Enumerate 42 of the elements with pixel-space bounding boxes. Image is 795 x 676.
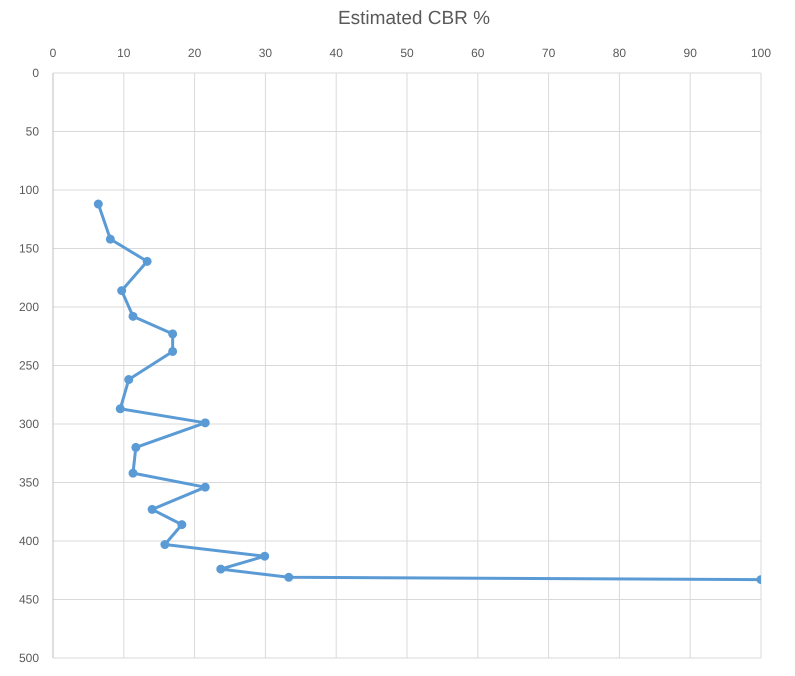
point: [216, 564, 226, 574]
x-tick-label: 70: [542, 46, 556, 60]
x-tick-label: 10: [117, 46, 131, 60]
x-tick-label: 50: [400, 46, 414, 60]
y-tick-label: 0: [32, 66, 40, 80]
point: [128, 312, 138, 321]
x-tick-label: 40: [330, 46, 344, 60]
point: [106, 234, 115, 244]
point: [116, 404, 125, 414]
y-tick-label: 50: [26, 124, 40, 138]
x-tick-label: 20: [188, 46, 202, 60]
y-tick-label: 100: [18, 183, 40, 197]
point: [200, 418, 210, 428]
x-tick-label: 0: [50, 46, 57, 60]
point: [148, 504, 157, 514]
chart-title: Estimated CBR %: [338, 8, 490, 29]
x-tick-label: 60: [471, 46, 485, 60]
x-tick-label: 90: [684, 46, 698, 60]
point: [168, 329, 178, 338]
point: [131, 442, 140, 452]
point: [117, 286, 126, 296]
point: [177, 520, 186, 530]
point: [160, 540, 170, 550]
y-tick-label: 200: [18, 300, 40, 314]
point: [128, 468, 138, 478]
point: [284, 572, 294, 582]
point: [142, 256, 152, 266]
x-tick-label: 30: [258, 46, 272, 60]
point: [94, 200, 103, 209]
y-tick-label: 450: [18, 592, 40, 606]
point: [260, 552, 270, 561]
y-tick-label: 350: [18, 476, 40, 490]
x-tick-label: 80: [612, 46, 626, 60]
y-tick-label: 300: [18, 417, 40, 431]
y-tick-label: 400: [18, 534, 40, 548]
point: [124, 375, 134, 384]
y-tick-label: 250: [18, 358, 40, 372]
y-tick-label: 500: [18, 651, 40, 665]
point: [200, 482, 210, 492]
y-tick-label: 150: [18, 242, 40, 256]
point: [168, 346, 178, 356]
x-tick-label: 100: [750, 46, 772, 60]
